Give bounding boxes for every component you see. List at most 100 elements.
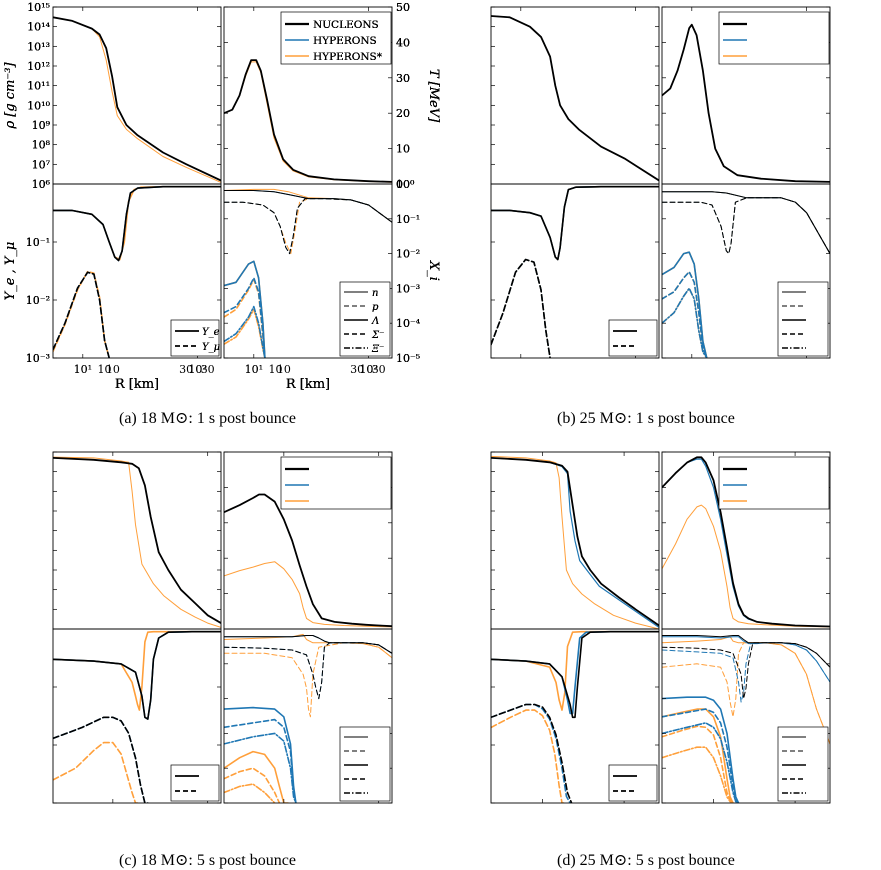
- panel-b: [490, 6, 831, 359]
- x-tick-label: 10²: [188, 363, 206, 376]
- x-tick-label: 30: [350, 363, 364, 376]
- legend-eos-label: NUCLEONS: [313, 19, 379, 31]
- R-axis-label: R [km]: [115, 377, 159, 392]
- Ye-line-hyperons: [53, 185, 221, 262]
- legend-xi-label: Λ: [371, 316, 379, 327]
- rho-tick-label: 10¹⁰: [27, 99, 50, 112]
- T-tick-label: 20: [396, 107, 410, 120]
- Xi-tick-label: 10⁻⁵: [396, 352, 420, 365]
- rho-tick-label: 10⁶: [32, 178, 51, 191]
- Ye-axis-label: Y_e , Y_μ: [3, 242, 18, 301]
- Ye-line-hyperons*: [491, 630, 659, 711]
- Xi-line-hyperons*: [224, 308, 266, 358]
- legend-xi-label: Λ: [371, 316, 379, 327]
- Xi-tick-label: 10⁻⁵: [396, 352, 420, 365]
- Xi-tick-label: 10⁻²: [396, 248, 420, 261]
- legend-ye-label: Y_e: [202, 327, 220, 338]
- legend-xi-label: n: [372, 288, 378, 299]
- Ye-line-hyperons: [491, 258, 551, 358]
- Ye-tick-label: 10⁻¹: [26, 236, 50, 249]
- rho-line-nucleons: [491, 457, 659, 627]
- T-tick-label: 20: [396, 107, 410, 120]
- Ye-line-hyperons: [491, 185, 659, 261]
- legend-eos-label: HYPERONS*: [313, 51, 383, 63]
- Ye-line-hyperons*: [53, 270, 110, 358]
- rho-line-hyperons*: [491, 15, 659, 181]
- rho-tick-label: 10¹⁴: [27, 21, 50, 34]
- legend-eos-label: HYPERONS: [313, 35, 377, 47]
- Ye-line-hyperons: [53, 271, 110, 358]
- legend-eos: [718, 11, 830, 65]
- T-line-hyperons*: [662, 504, 830, 628]
- Ye-tick-label: 10⁻¹: [26, 236, 50, 249]
- rho-tick-label: 10¹³: [27, 40, 50, 53]
- R-axis-label: R [km]: [286, 377, 330, 392]
- Xi-line-hyperons: [224, 260, 266, 358]
- Xi-line-hyperons: [662, 636, 830, 683]
- Xi-line-hyperons: [662, 708, 740, 803]
- legend-xi-label: Ξ⁻: [371, 344, 384, 355]
- T-tick-label: 20: [396, 107, 410, 120]
- Xi-axis-label: X_i: [426, 260, 441, 281]
- T-tick-label: 10: [396, 143, 410, 156]
- axes-frame: [490, 628, 660, 804]
- Xi-tick-label: 10⁻⁴: [396, 317, 421, 330]
- x-tick-label: 10: [97, 363, 111, 376]
- T-axis-label: T [MeV]: [426, 69, 441, 123]
- panel-d: [490, 451, 831, 804]
- R-axis-label: R [km]: [115, 377, 159, 392]
- legend-xi: [339, 281, 391, 357]
- rho-tick-label: 10¹⁴: [27, 21, 50, 34]
- rho-line-nucleons: [53, 16, 221, 182]
- T-tick-label: 50: [396, 1, 410, 14]
- Xi-line-hyperons*: [662, 746, 734, 803]
- legend-xi-label: n: [372, 288, 378, 299]
- Xi-tick-label: 10⁻¹: [396, 213, 420, 226]
- legend-ye-label: Y_e: [202, 327, 220, 338]
- rho-tick-label: 10⁶: [32, 178, 51, 191]
- T-axis-label: T [MeV]: [426, 69, 441, 123]
- x-tick-label: 10¹: [245, 363, 263, 376]
- x-tick-label: 10¹: [74, 363, 92, 376]
- Ye-tick-label: 10⁻²: [26, 294, 50, 307]
- Ye-axis-label: Y_e , Y_μ: [3, 242, 18, 301]
- Ye-line-nucleons: [491, 703, 573, 803]
- Xi-tick-label: 10⁻³: [396, 282, 420, 295]
- T-line-nucleons: [224, 493, 392, 628]
- rho-tick-label: 10¹⁵: [27, 1, 50, 14]
- T-tick-label: 0: [396, 178, 403, 191]
- rho-tick-label: 10⁸: [32, 139, 51, 152]
- rho-tick-label: 10¹²: [27, 60, 50, 73]
- x-tick-label: 10²: [359, 363, 377, 376]
- Xi-axis-label: X_i: [426, 260, 441, 281]
- Xi-line-hyperons*: [224, 767, 281, 803]
- legend-ye: [608, 319, 658, 357]
- legend-eos-label: HYPERONS*: [313, 51, 383, 63]
- Ye-tick-label: 10⁻³: [26, 352, 50, 365]
- rho-tick-label: 10¹³: [27, 40, 50, 53]
- Ye-tick-label: 10⁻¹: [26, 236, 50, 249]
- legend-xi: [339, 726, 391, 802]
- Xi-tick-label: 10⁻¹: [396, 213, 420, 226]
- Xi-line-nucleons: [662, 191, 830, 255]
- rho-line-nucleons: [53, 457, 221, 624]
- rho-tick-label: 10⁸: [32, 139, 51, 152]
- rho-tick-label: 10⁷: [32, 158, 51, 171]
- Xi-tick-label: 10⁻¹: [396, 213, 420, 226]
- Xi-line-nucleons: [224, 190, 392, 223]
- legend-xi-label: n: [372, 288, 378, 299]
- T-tick-label: 50: [396, 1, 410, 14]
- T-tick-label: 40: [396, 36, 410, 49]
- panel-c: [52, 451, 393, 804]
- legend-ye: [170, 764, 220, 802]
- legend-xi-label: Ξ⁻: [371, 344, 384, 355]
- Xi-tick-label: 10⁻⁵: [396, 352, 420, 365]
- T-line-hyperons*: [224, 61, 392, 183]
- Xi-line-hyperons: [224, 198, 392, 255]
- legend-xi-label: Σ⁻: [371, 330, 384, 341]
- Xi-line-hyperons*: [224, 188, 392, 223]
- legend-xi-label: p: [372, 302, 379, 313]
- legend-xi-label: Σ⁻: [371, 330, 384, 341]
- panel-a: [52, 6, 393, 359]
